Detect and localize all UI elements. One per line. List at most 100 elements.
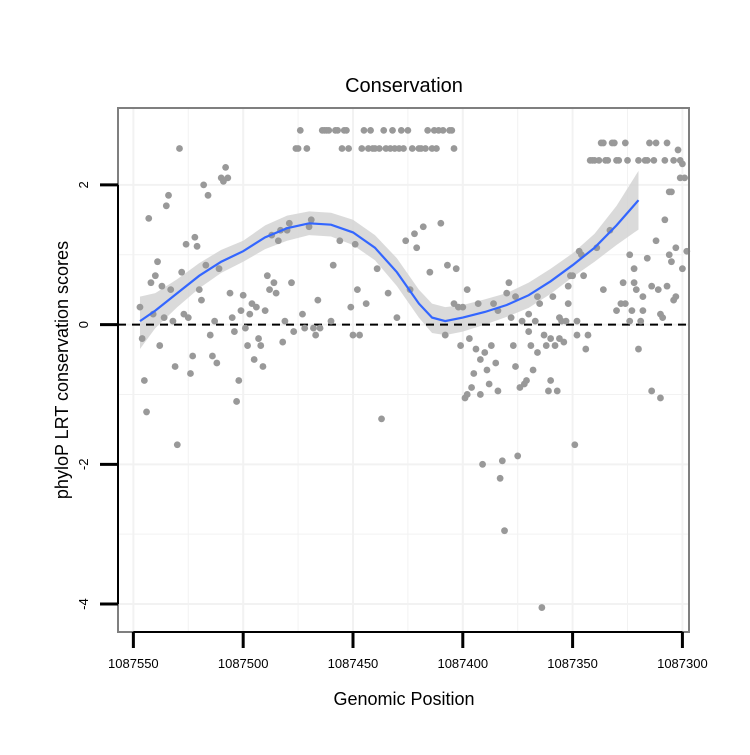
data-point	[615, 157, 623, 164]
data-point	[255, 335, 262, 342]
data-point	[584, 331, 592, 339]
data-point	[507, 314, 515, 321]
data-point	[476, 356, 484, 363]
data-point	[457, 342, 464, 349]
data-point	[549, 293, 557, 301]
data-point	[307, 216, 315, 224]
data-point	[375, 145, 383, 152]
x-axis: 1087550 1087500 1087450 1087400 1087350 10873…	[108, 631, 708, 671]
data-point	[564, 300, 572, 308]
data-point	[380, 126, 388, 134]
data-point	[279, 338, 287, 346]
data-point	[160, 314, 168, 321]
data-point	[512, 293, 519, 301]
data-point	[200, 181, 208, 189]
data-point	[288, 279, 295, 287]
data-point	[437, 219, 445, 227]
data-point	[536, 300, 544, 308]
data-point	[362, 300, 370, 308]
data-point	[140, 377, 148, 384]
data-point	[648, 282, 656, 290]
data-point	[400, 145, 407, 152]
data-point	[327, 317, 335, 325]
data-point	[433, 145, 440, 152]
data-point	[542, 342, 550, 349]
data-point	[151, 272, 159, 280]
data-point	[479, 460, 486, 468]
data-point	[167, 286, 175, 294]
data-point	[413, 244, 421, 252]
data-point	[162, 202, 170, 210]
data-point	[534, 349, 541, 356]
data-point	[173, 441, 181, 449]
data-point	[595, 157, 603, 164]
data-point	[145, 214, 153, 222]
data-point	[465, 335, 473, 342]
data-point	[474, 300, 482, 308]
data-point	[630, 279, 638, 287]
data-point	[496, 474, 504, 482]
data-point	[198, 296, 205, 304]
data-point	[672, 244, 680, 252]
data-point	[569, 272, 577, 280]
data-point	[169, 317, 177, 325]
data-point	[138, 335, 146, 342]
data-point	[303, 145, 311, 152]
data-point	[621, 139, 629, 147]
data-point	[571, 441, 579, 449]
data-point	[296, 126, 304, 134]
y-tick-label: -4	[76, 598, 91, 610]
x-axis-title: Genomic Position	[333, 689, 474, 709]
data-point	[184, 314, 192, 321]
data-point	[540, 331, 548, 339]
data-point	[514, 452, 522, 460]
data-point	[525, 310, 533, 318]
data-point	[679, 160, 686, 168]
data-point	[534, 293, 541, 301]
data-point	[356, 331, 363, 339]
data-point	[285, 219, 293, 227]
smooth-fit-line	[139, 199, 640, 323]
data-point	[402, 237, 410, 245]
data-point	[373, 265, 381, 273]
data-point	[553, 387, 561, 395]
data-point	[274, 237, 282, 245]
data-point	[661, 216, 669, 224]
data-point	[648, 387, 656, 395]
data-point	[531, 317, 539, 325]
data-point	[509, 342, 517, 349]
data-point	[523, 377, 530, 384]
data-point	[349, 331, 357, 339]
data-point	[670, 296, 678, 304]
data-point	[450, 300, 458, 308]
data-point	[444, 261, 451, 269]
data-point	[619, 279, 627, 287]
data-point	[564, 282, 572, 290]
data-point	[439, 126, 447, 134]
data-point	[259, 363, 267, 370]
data-point	[483, 366, 491, 374]
data-point	[233, 398, 240, 405]
data-point	[147, 279, 155, 287]
data-point	[294, 145, 302, 152]
data-point	[213, 359, 221, 367]
data-point	[228, 314, 236, 321]
data-point	[206, 331, 214, 339]
data-point	[182, 240, 190, 248]
data-point	[353, 286, 361, 294]
data-point	[650, 157, 658, 164]
data-point	[404, 126, 412, 134]
data-point	[336, 237, 344, 245]
y-tick-label: 0	[76, 321, 91, 328]
data-point	[487, 342, 495, 349]
data-point	[668, 258, 675, 266]
data-point	[646, 139, 653, 147]
data-point	[360, 126, 368, 134]
data-point	[452, 265, 460, 273]
data-point	[202, 261, 210, 269]
data-point	[635, 345, 642, 353]
data-point	[316, 324, 324, 332]
data-point	[606, 226, 614, 234]
data-point	[639, 307, 647, 315]
data-point	[209, 352, 216, 360]
